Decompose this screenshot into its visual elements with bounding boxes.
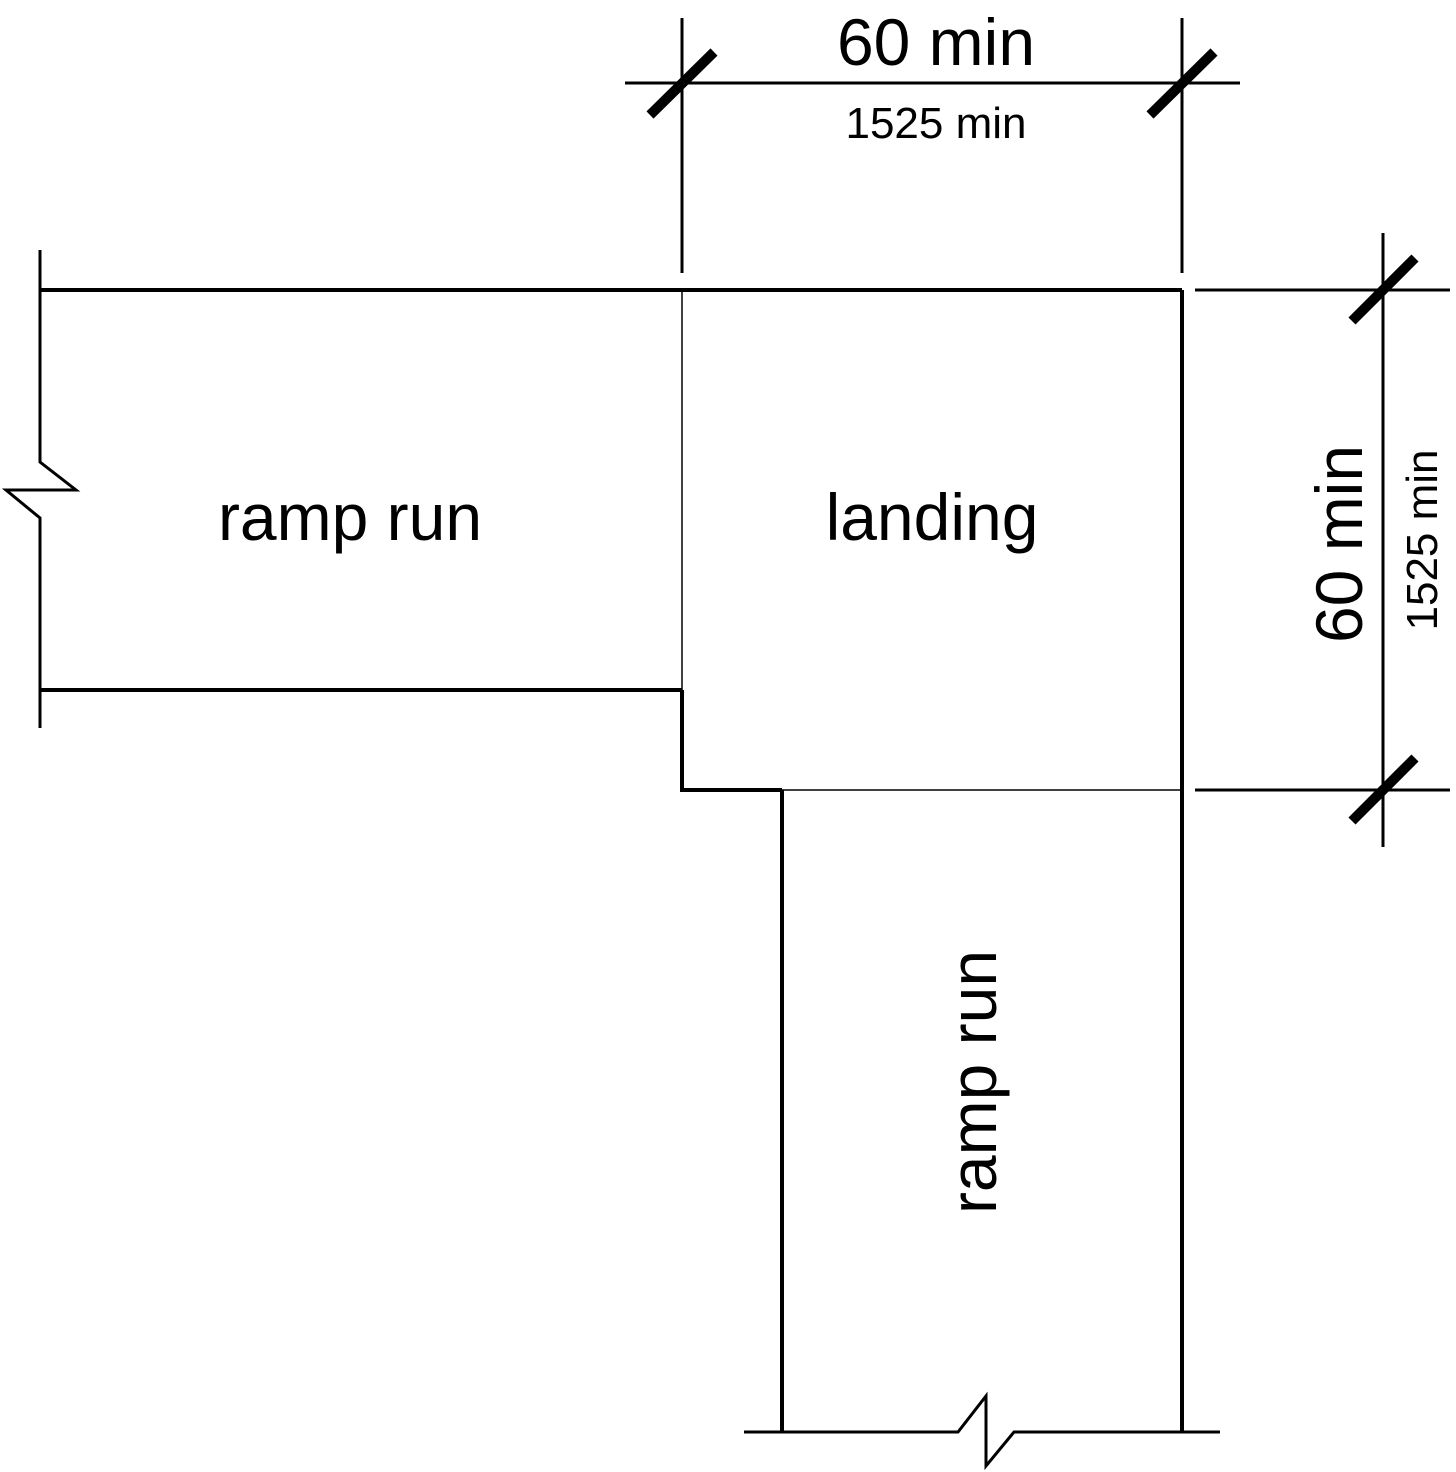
break-line-left — [1, 250, 81, 728]
landing-label: landing — [826, 480, 1039, 554]
right-dimension-metric: 1525 min — [1398, 449, 1447, 630]
top-tick-left — [646, 48, 718, 119]
top-dimension-imperial: 60 min — [837, 5, 1035, 79]
ramp-run-vertical-label: ramp run — [936, 950, 1010, 1214]
landing: landing — [680, 288, 1184, 1432]
top-dimension-metric: 1525 min — [845, 99, 1026, 148]
right-tick-bottom — [1348, 754, 1419, 825]
break-line-bottom — [744, 1391, 1220, 1471]
landing-lower-left-edge — [680, 690, 782, 792]
ramp-run-horizontal: ramp run — [1, 250, 682, 728]
right-tick-top — [1348, 254, 1419, 325]
right-dimension-imperial: 60 min — [1302, 445, 1376, 643]
right-dimension: 60 min 1525 min — [1195, 233, 1450, 847]
ramp-run-vertical: ramp run — [744, 790, 1220, 1471]
top-tick-right — [1146, 48, 1218, 119]
top-dimension: 60 min 1525 min — [625, 5, 1240, 273]
ramp-run-horizontal-label: ramp run — [218, 480, 482, 554]
